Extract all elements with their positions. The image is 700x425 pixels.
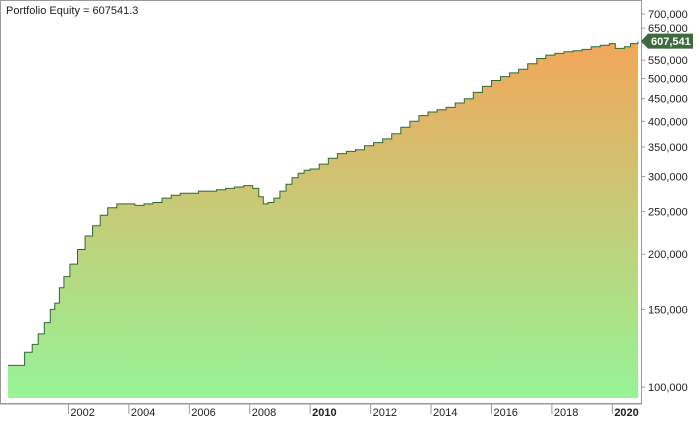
y-tick-label: 650,000 xyxy=(648,23,688,35)
y-tick-label: 350,000 xyxy=(648,142,688,154)
y-tick-label: 150,000 xyxy=(648,304,688,316)
equity-area xyxy=(8,41,638,398)
x-tick-label: 2006 xyxy=(191,407,215,419)
y-tick-label: 200,000 xyxy=(648,249,688,261)
chart-title: Portfolio Equity = 607541.3 xyxy=(6,5,138,17)
x-tick-label: 2020 xyxy=(614,407,638,419)
last-value-label: 607,541 xyxy=(651,36,691,48)
x-tick-label: 2010 xyxy=(312,407,336,419)
plot-area xyxy=(8,41,639,398)
x-tick-label: 2004 xyxy=(131,407,155,419)
badge-shape xyxy=(641,33,693,49)
y-tick-label: 700,000 xyxy=(648,9,688,21)
y-tick-label: 300,000 xyxy=(648,171,688,183)
y-tick-label: 450,000 xyxy=(648,94,688,106)
y-tick-label: 100,000 xyxy=(648,382,688,394)
x-tick-label: 2016 xyxy=(493,407,517,419)
y-tick-label: 250,000 xyxy=(648,206,688,218)
x-axis: 2002 2004 2006 2008 2010 2012 2014 2016 2018 2020 xyxy=(67,404,639,419)
last-value-badge: 607,541 xyxy=(641,33,693,49)
x-tick-label: 2002 xyxy=(70,407,94,419)
x-tick-label: 2018 xyxy=(554,407,578,419)
equity-line xyxy=(8,41,639,366)
x-tick-label: 2008 xyxy=(252,407,276,419)
y-tick-label: 500,000 xyxy=(648,74,688,86)
y-axis: 700,000650,000600,000550,000500,000450,0… xyxy=(641,9,688,394)
y-tick-label: 550,000 xyxy=(648,55,688,67)
y-tick-label: 400,000 xyxy=(648,116,688,128)
x-tick-label: 2014 xyxy=(433,407,457,419)
x-tick-label: 2012 xyxy=(373,407,397,419)
